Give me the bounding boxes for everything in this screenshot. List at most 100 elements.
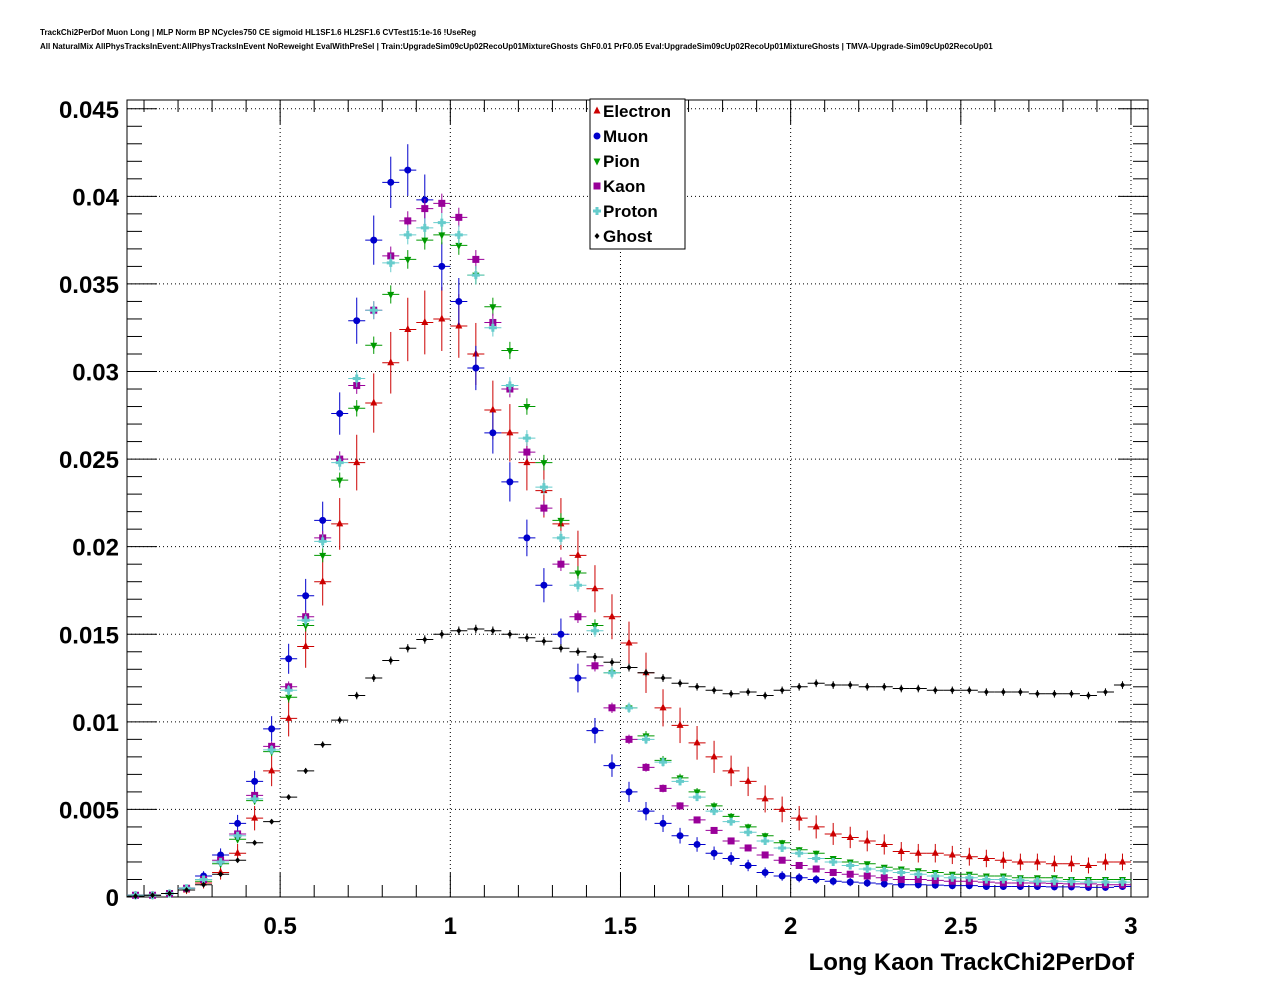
data-point [897, 881, 905, 889]
data-point [846, 832, 854, 840]
data-point [302, 642, 310, 650]
data-point [659, 784, 667, 792]
data-point [778, 804, 786, 812]
y-tick-label: 0.015 [59, 622, 119, 649]
data-point [710, 803, 718, 811]
y-tick-label: 0.03 [72, 360, 119, 387]
data-point [608, 612, 616, 620]
data-point [693, 793, 702, 802]
data-point [881, 683, 887, 690]
legend: Electron Muon Pion Kaon Proton Ghost [589, 98, 686, 250]
legend-marker-proton [593, 207, 601, 215]
data-point [693, 816, 701, 824]
data-point [710, 807, 719, 816]
data-point [405, 645, 411, 652]
data-point [999, 875, 1008, 884]
data-point [150, 892, 156, 899]
data-point [863, 836, 871, 844]
data-point [1017, 689, 1023, 696]
data-point [557, 560, 565, 568]
data-point [694, 683, 700, 690]
data-point [199, 875, 208, 884]
plot-title: TrackChi2PerDof Muon Long | MLP Norm BP … [40, 26, 993, 54]
legend-marker-electron [593, 106, 601, 114]
data-point [948, 873, 957, 882]
data-point [677, 680, 683, 687]
x-tick-label: 1.5 [604, 913, 637, 940]
legend-marker-muon [593, 132, 601, 140]
data-point [590, 626, 599, 635]
axes: 0.5 1 1.5 2 2.5 3 0 0.005 0.01 0.015 0.02 0.025 0.03… [59, 97, 1149, 940]
data-point [626, 664, 632, 671]
y-tick-label: 0.045 [59, 97, 119, 124]
data-point [932, 687, 938, 694]
legend-label-proton: Proton [603, 202, 658, 221]
data-point [693, 738, 701, 746]
data-point [268, 725, 276, 733]
data-point [744, 861, 752, 869]
legend-label-muon: Muon [603, 127, 648, 146]
data-point [1016, 876, 1025, 885]
data-point [269, 818, 275, 825]
data-point [438, 232, 446, 240]
data-point [404, 324, 412, 332]
data-point [795, 874, 803, 882]
data-point [404, 217, 412, 225]
data-point [540, 581, 548, 589]
data-point [949, 687, 955, 694]
data-point [455, 213, 463, 221]
data-point [387, 178, 395, 186]
data-point [999, 855, 1007, 863]
data-point [489, 304, 497, 312]
data-point [421, 237, 429, 245]
data-point [556, 533, 565, 542]
data-point [710, 752, 718, 760]
data-point [540, 504, 548, 512]
data-point [574, 613, 582, 621]
data-point [676, 777, 685, 786]
data-point [795, 849, 804, 858]
data-point [1102, 689, 1108, 696]
data-point [761, 833, 769, 841]
data-point [505, 381, 514, 390]
data-point [541, 638, 547, 645]
data-point [1119, 682, 1125, 689]
data-point [234, 848, 242, 856]
data-point [863, 864, 872, 873]
data-point [437, 218, 446, 227]
data-point [388, 657, 394, 664]
data-point [387, 358, 395, 366]
data-point [983, 689, 989, 696]
data-point [745, 689, 751, 696]
data-point [965, 873, 974, 882]
data-point [301, 616, 310, 625]
data-point [250, 794, 259, 803]
data-point [404, 166, 412, 174]
data-point [420, 223, 429, 232]
data-point [591, 727, 599, 735]
data-point [608, 762, 616, 770]
data-point [744, 828, 753, 837]
data-point [523, 404, 531, 412]
data-point [303, 767, 309, 774]
series-ghost [127, 624, 1131, 900]
y-tick-label: 0.01 [72, 710, 119, 737]
data-point [795, 813, 803, 821]
x-axis-title: Long Kaon TrackChi2PerDof [809, 949, 1135, 976]
data-point [235, 857, 241, 864]
data-point [812, 865, 820, 873]
data-point [711, 687, 717, 694]
data-point [523, 448, 531, 456]
data-point [454, 230, 463, 239]
data-point [846, 870, 854, 878]
data-point [320, 741, 326, 748]
data-point [897, 875, 905, 883]
data-point [676, 802, 684, 810]
data-point [1067, 859, 1075, 867]
data-point [914, 870, 923, 879]
data-point [880, 880, 888, 888]
data-point [404, 256, 412, 264]
legend-label-ghost: Ghost [603, 227, 652, 246]
series-electron [127, 286, 1131, 898]
x-tick-label: 3 [1124, 913, 1137, 940]
